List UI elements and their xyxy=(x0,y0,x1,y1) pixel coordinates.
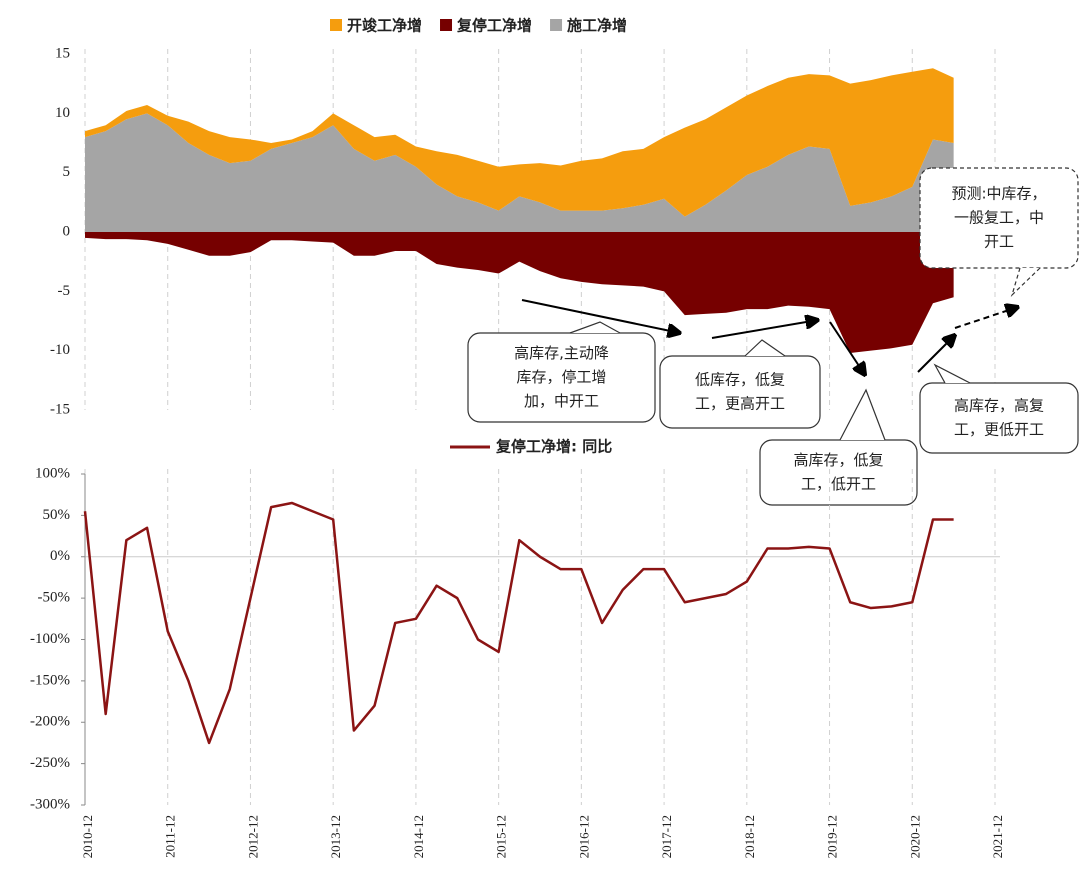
y-tick-label: 10 xyxy=(55,105,70,121)
arrow xyxy=(521,299,680,333)
y-tick-label: -5 xyxy=(58,283,71,299)
y-tick-label: -10 xyxy=(50,342,70,358)
area xyxy=(85,232,954,354)
y-tick-label: -250% xyxy=(30,755,70,771)
x-tick-label: 2017-12 xyxy=(659,815,674,858)
x-tick-label: 2015-12 xyxy=(494,815,509,858)
legend-swatch xyxy=(330,19,342,31)
x-tick-label: 2020-12 xyxy=(907,815,922,858)
legend-label: 复停工净增: 同比 xyxy=(495,438,612,456)
annotation-text: 开工 xyxy=(984,233,1014,251)
legend-swatch xyxy=(550,19,563,31)
legend-label: 复停工净增 xyxy=(456,17,532,35)
area xyxy=(85,113,954,232)
legend-swatch xyxy=(440,19,453,31)
annotation-text: 工，低开工 xyxy=(801,475,876,493)
line xyxy=(83,501,954,745)
annotation-text: 工，更低开工 xyxy=(954,421,1044,439)
arrow xyxy=(917,335,955,373)
x-tick-label: 2016-12 xyxy=(576,815,591,858)
arrow xyxy=(711,320,818,339)
annotation-text: 预测:中库存， xyxy=(951,185,1046,203)
x-tick-label: 2019-12 xyxy=(825,815,840,858)
y-tick-label: -50% xyxy=(38,590,71,606)
y-tick-label: 50% xyxy=(43,507,71,523)
callout-box xyxy=(467,332,656,423)
callout-tail xyxy=(839,388,886,441)
annotation-text: 低库存，低复 xyxy=(695,371,785,389)
callout-box xyxy=(919,382,1079,454)
forecast-arrow xyxy=(954,307,1018,329)
legend-label: 施工净增 xyxy=(567,17,627,35)
y-tick-label: -300% xyxy=(30,796,70,812)
annotation-text: 高库存，高复 xyxy=(954,397,1044,415)
x-tick-label: 2014-12 xyxy=(411,815,426,858)
callout-box xyxy=(759,439,918,506)
annotation-text: 库存，停工增 xyxy=(516,368,606,386)
y-tick-label: 5 xyxy=(63,164,71,180)
callout-box xyxy=(919,167,1079,269)
x-tick-label: 2011-12 xyxy=(163,815,178,858)
y-tick-label: -200% xyxy=(30,714,70,730)
annotation-text: 工，更高开工 xyxy=(695,395,785,413)
y-tick-label: 0 xyxy=(63,223,71,239)
callout-tail xyxy=(569,321,621,334)
arrows xyxy=(521,299,1018,375)
x-tick-label: 2010-12 xyxy=(80,815,95,858)
area xyxy=(85,68,954,217)
y-tick-label: -150% xyxy=(30,672,70,688)
arrow xyxy=(829,321,865,375)
callout-tail xyxy=(1010,267,1041,298)
legend-label: 开竣工净增 xyxy=(347,17,422,35)
y-tick-label: 15 xyxy=(55,45,70,61)
annotation-text: 加，中开工 xyxy=(524,392,599,410)
x-tick-label: 2013-12 xyxy=(328,815,343,858)
annotation-text: 高库存，低复 xyxy=(793,451,883,469)
callout-tail xyxy=(744,339,786,357)
y-tick-label: -100% xyxy=(30,631,70,647)
y-tick-label: 100% xyxy=(35,465,70,481)
annotation-text: 一般复工，中 xyxy=(954,209,1044,227)
callout-box xyxy=(659,355,821,429)
x-tick-label: 2021-12 xyxy=(990,815,1005,858)
x-tick-label: 2018-12 xyxy=(742,815,757,858)
x-tick-label: 2012-12 xyxy=(245,815,260,858)
y-tick-label: 0% xyxy=(50,548,70,564)
y-tick-label: -15 xyxy=(50,401,70,417)
callout-tail xyxy=(933,363,971,384)
annotation-text: 高库存,主动降 xyxy=(514,344,609,362)
